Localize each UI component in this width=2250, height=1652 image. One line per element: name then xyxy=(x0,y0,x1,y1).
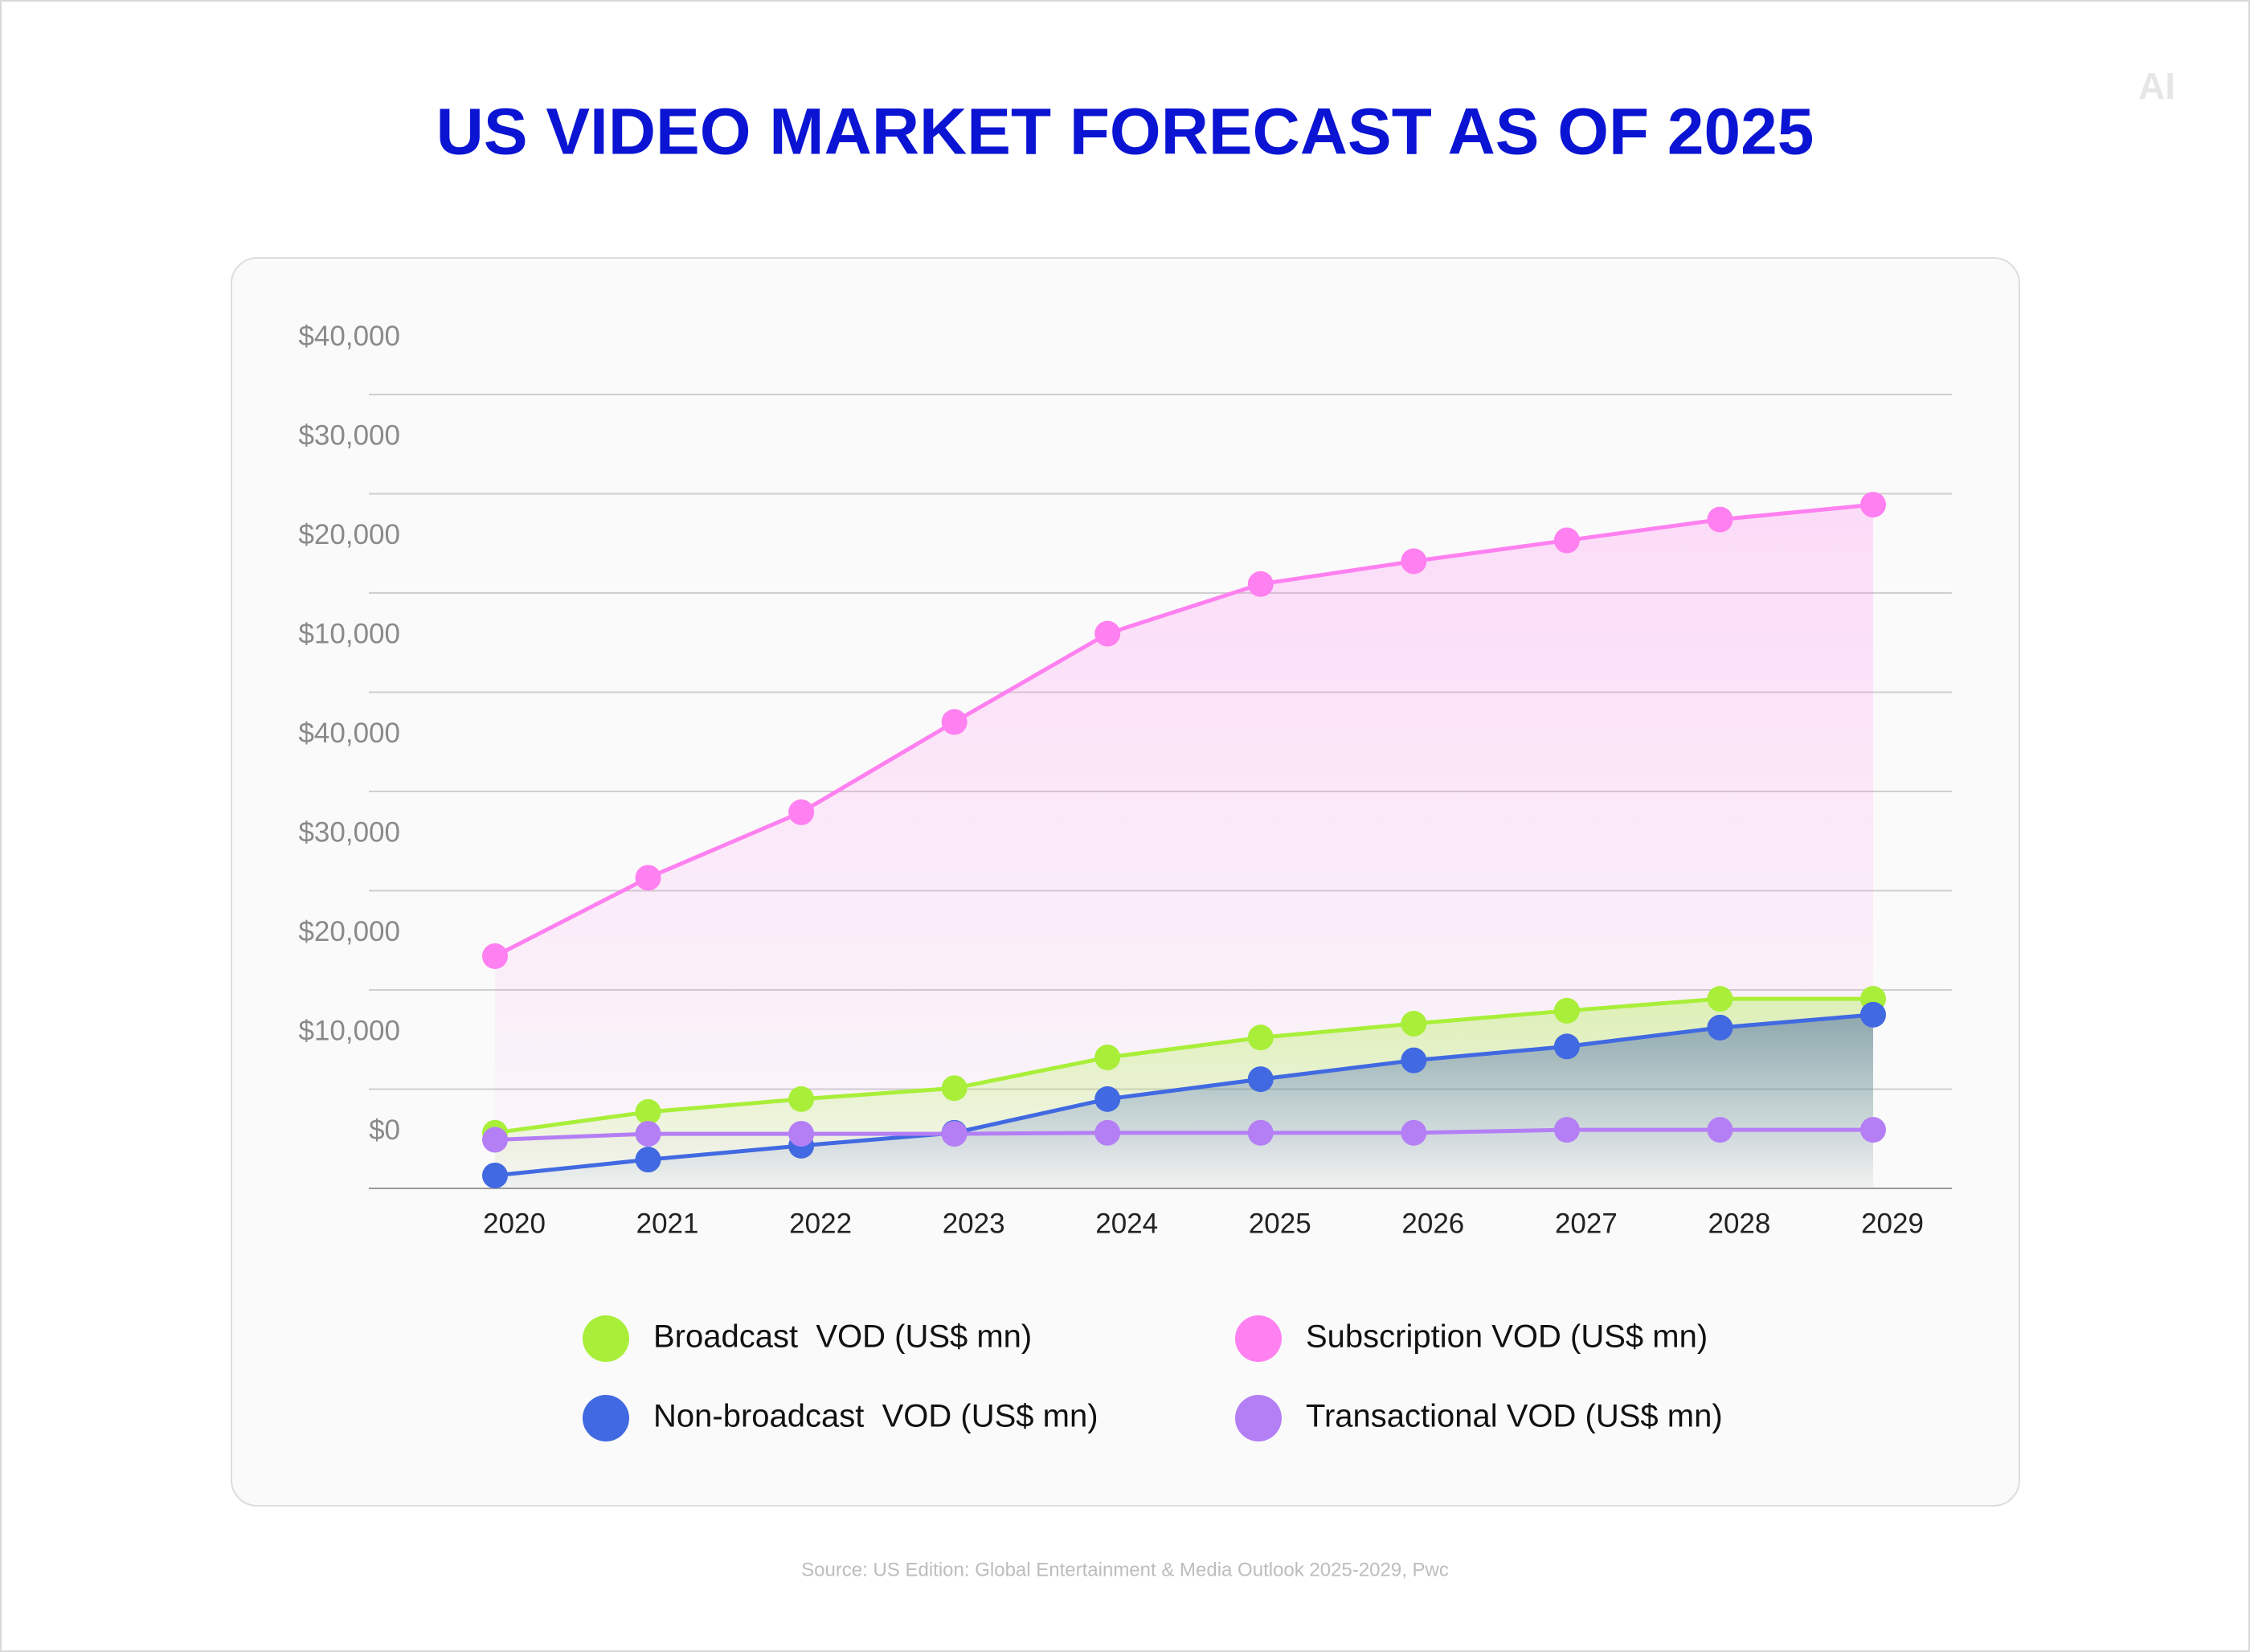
point xyxy=(482,943,508,970)
legend-swatch xyxy=(1235,1315,1282,1362)
y-tick-label: $20,000 xyxy=(298,916,400,947)
y-tick-label: $40,000 xyxy=(298,718,400,749)
point xyxy=(1247,1066,1274,1093)
legend-label: Non-broadcast VOD (US$ mn) xyxy=(653,1399,1098,1434)
point xyxy=(1247,1119,1274,1146)
point xyxy=(1707,1014,1733,1041)
x-tick-label: 2023 xyxy=(943,1208,1005,1239)
point xyxy=(1707,986,1733,1012)
point xyxy=(1553,527,1580,554)
line xyxy=(494,996,1873,1135)
y-tick-label: $30,000 xyxy=(298,419,400,451)
x-tick-label: 2024 xyxy=(1095,1208,1158,1239)
point xyxy=(635,865,661,891)
point xyxy=(1707,506,1733,533)
point xyxy=(788,1121,815,1147)
point xyxy=(1553,1033,1580,1060)
point xyxy=(482,1162,508,1188)
y-tick-label: $30,000 xyxy=(298,816,400,848)
plot: $0 $10,000 $20,000 $30,000 $40,000 $10,000 $20… xyxy=(298,321,1952,1441)
y-tick-label: $40,000 xyxy=(298,321,400,352)
point xyxy=(1401,1047,1427,1073)
point xyxy=(941,1075,968,1102)
y-tick-label: $10,000 xyxy=(298,1015,400,1046)
point xyxy=(1247,1024,1274,1051)
legend-label: Subscription VOD (US$ mn) xyxy=(1306,1319,1708,1355)
point xyxy=(941,709,968,735)
point xyxy=(635,1147,661,1173)
legend-label: Transactional VOD (US$ mn) xyxy=(1306,1399,1723,1434)
point xyxy=(1707,1117,1733,1143)
x-tick-label: 2020 xyxy=(483,1208,546,1239)
point xyxy=(1094,1086,1121,1112)
point xyxy=(1553,997,1580,1024)
x-tick-label: 2026 xyxy=(1401,1208,1464,1239)
y-tick-label: $10,000 xyxy=(298,618,400,649)
legend-swatch xyxy=(583,1315,629,1362)
line xyxy=(493,502,1874,959)
point xyxy=(1094,620,1121,647)
point xyxy=(788,799,815,825)
point xyxy=(1247,570,1274,597)
legend-swatch xyxy=(1235,1395,1282,1441)
x-tick-label: 2021 xyxy=(636,1208,699,1239)
point xyxy=(1401,1119,1427,1146)
legend-swatch xyxy=(583,1395,629,1441)
point xyxy=(635,1098,661,1125)
logo: AI xyxy=(2138,65,2175,107)
point xyxy=(1860,1001,1886,1028)
x-tick-label: 2027 xyxy=(1555,1208,1618,1239)
point xyxy=(635,1121,661,1147)
point xyxy=(1860,1117,1886,1143)
point xyxy=(1401,548,1427,575)
x-tick-label: 2028 xyxy=(1708,1208,1771,1239)
source: Source: US Edition: Global Entertainment… xyxy=(801,1559,1449,1580)
line xyxy=(494,1127,1873,1142)
point xyxy=(482,1127,508,1153)
point xyxy=(1401,1010,1427,1037)
x-tick-label: 2022 xyxy=(789,1208,852,1239)
point xyxy=(941,1121,968,1147)
x-tick-label: 2025 xyxy=(1249,1208,1311,1239)
point xyxy=(1553,1117,1580,1143)
y-tick-label: $0 xyxy=(369,1114,400,1146)
point xyxy=(1860,492,1886,518)
legend-label: Broadcast VOD (US$ mn) xyxy=(653,1319,1032,1355)
line xyxy=(494,1012,1874,1178)
chart-title: US VIDEO MARKET FORECAST AS OF 2025 xyxy=(436,96,1814,169)
point xyxy=(788,1086,815,1112)
y-tick-label: $20,000 xyxy=(298,519,400,550)
point xyxy=(1094,1044,1121,1070)
point xyxy=(1094,1119,1121,1146)
x-tick-label: 2029 xyxy=(1861,1208,1924,1239)
area xyxy=(495,1130,1873,1188)
